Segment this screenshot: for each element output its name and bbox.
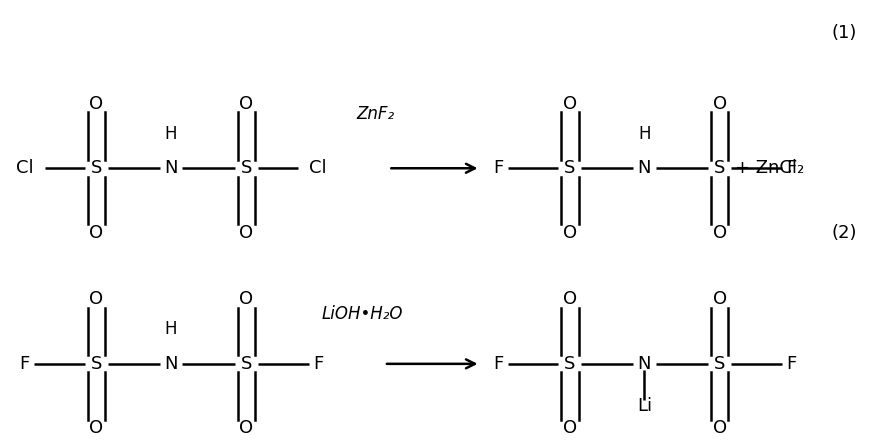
Text: S: S: [714, 355, 725, 373]
Text: F: F: [787, 355, 796, 373]
Text: S: S: [564, 355, 576, 373]
Text: S: S: [564, 159, 576, 177]
Text: O: O: [713, 419, 727, 437]
Text: F: F: [493, 159, 503, 177]
Text: S: S: [714, 159, 725, 177]
Text: O: O: [239, 224, 253, 242]
Text: H: H: [165, 125, 177, 143]
Text: H: H: [638, 125, 651, 143]
Text: F: F: [19, 355, 30, 373]
Text: F: F: [313, 355, 324, 373]
Text: (2): (2): [832, 224, 857, 242]
Text: (1): (1): [832, 24, 856, 42]
Text: O: O: [89, 95, 103, 113]
Text: Cl: Cl: [310, 159, 327, 177]
Text: N: N: [164, 159, 178, 177]
Text: O: O: [89, 224, 103, 242]
Text: S: S: [241, 355, 252, 373]
Text: O: O: [239, 419, 253, 437]
Text: O: O: [713, 95, 727, 113]
Text: + ZnCl₂: + ZnCl₂: [735, 159, 804, 177]
Text: N: N: [638, 159, 651, 177]
Text: F: F: [493, 355, 503, 373]
Text: Cl: Cl: [16, 159, 34, 177]
Text: O: O: [713, 224, 727, 242]
Text: O: O: [239, 290, 253, 308]
Text: LiOH•H₂O: LiOH•H₂O: [321, 305, 403, 323]
Text: O: O: [89, 290, 103, 308]
Text: O: O: [89, 419, 103, 437]
Text: S: S: [241, 159, 252, 177]
Text: F: F: [787, 159, 796, 177]
Text: S: S: [91, 355, 102, 373]
Text: N: N: [164, 355, 178, 373]
Text: ZnF₂: ZnF₂: [356, 105, 394, 123]
Text: O: O: [239, 95, 253, 113]
Text: S: S: [91, 159, 102, 177]
Text: O: O: [563, 419, 577, 437]
Text: O: O: [563, 95, 577, 113]
Text: O: O: [563, 290, 577, 308]
Text: N: N: [638, 355, 651, 373]
Text: H: H: [165, 321, 177, 338]
Text: Li: Li: [637, 397, 652, 415]
Text: O: O: [713, 290, 727, 308]
Text: O: O: [563, 224, 577, 242]
